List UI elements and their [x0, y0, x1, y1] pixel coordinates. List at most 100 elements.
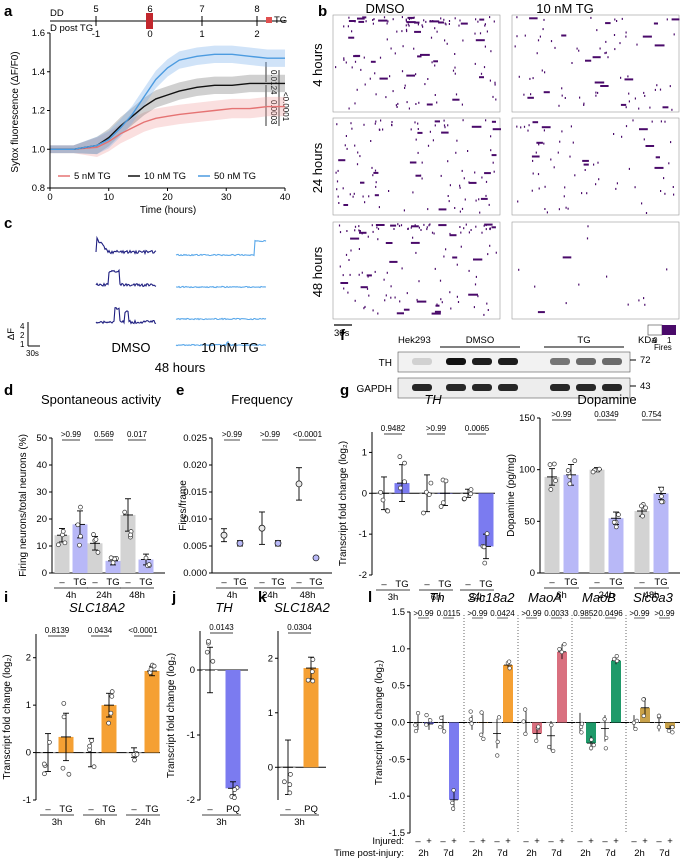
timeline-dd-tick-7: 7	[199, 4, 204, 15]
raster-spike	[364, 305, 366, 308]
trace-scale-y: ΔF	[6, 328, 17, 340]
raster-spike	[368, 294, 370, 297]
y-tick-label: 1.6	[32, 28, 45, 39]
raster-spike	[388, 190, 390, 192]
raster-spike	[605, 40, 607, 43]
raster-spike	[604, 52, 606, 55]
condition-label: TG	[271, 577, 284, 588]
panel-b-rasters: DMSO 10 nM TG 4 hours 24 hours 48 hours …	[310, 1, 680, 352]
replicate-point	[551, 748, 556, 754]
raster-spike	[400, 224, 403, 227]
bar	[589, 469, 605, 573]
replicate-point	[481, 544, 487, 550]
raster-spike	[402, 45, 404, 48]
raster-spike	[350, 237, 360, 240]
raster-spike	[543, 142, 545, 145]
replicate-point	[670, 730, 675, 735]
raster-spike	[386, 38, 388, 41]
raster-spike	[474, 32, 476, 35]
raster-spike	[358, 248, 360, 250]
raster-spike	[475, 39, 485, 42]
raster-spike	[468, 293, 478, 296]
panel-c-traces: DMSO 10 nM TG 48 hours ΔF 4 2 1 30s	[6, 235, 267, 375]
raster-spike	[459, 226, 461, 228]
replicate-point	[666, 728, 671, 733]
raster-spike	[463, 227, 465, 230]
y-tick-label: 30	[36, 487, 47, 498]
injured-label: +	[534, 836, 540, 847]
raster-spike	[489, 228, 491, 231]
raster-spike	[448, 23, 450, 25]
raster-spike	[408, 107, 410, 110]
raster-spike	[385, 294, 387, 297]
trace-time-label: 48 hours	[155, 360, 206, 375]
injured-label: +	[613, 836, 619, 847]
replicate-point	[397, 454, 403, 460]
raster-spike	[455, 93, 458, 96]
raster-spike	[527, 129, 529, 132]
raster-spike	[335, 171, 337, 174]
raster-spike	[673, 193, 675, 196]
legend-50nm: 50 nM TG	[214, 171, 256, 182]
replicate-point	[413, 723, 418, 728]
raster-spike	[484, 223, 493, 226]
raster-spike	[440, 17, 442, 20]
raster-spike	[492, 161, 494, 164]
raster-spike	[377, 312, 379, 315]
raster-spike	[448, 200, 450, 203]
raster-spike	[600, 85, 609, 87]
raster-spike	[366, 274, 372, 277]
gapdh-band	[550, 384, 570, 391]
bar	[225, 670, 241, 789]
raster-spike	[389, 260, 398, 263]
raster-spike	[378, 19, 388, 22]
raster-spike	[406, 21, 416, 24]
raster-spike	[541, 126, 551, 129]
panel-label-b: b	[318, 3, 327, 20]
th-band	[446, 358, 466, 365]
raster-spike	[343, 57, 345, 60]
raster-spike	[624, 78, 634, 81]
raster-spike	[357, 17, 365, 20]
raster-spike	[474, 171, 476, 174]
raster-spike	[441, 131, 449, 134]
replicate-point	[590, 469, 596, 475]
condition-label: –	[88, 804, 94, 815]
raster-spike	[572, 141, 574, 144]
tg-trace	[175, 239, 267, 257]
raster-spike	[619, 42, 621, 45]
raster-spike	[352, 195, 354, 198]
raster-spike	[475, 199, 477, 202]
y-tick-label: -0.5	[389, 754, 405, 765]
replicate-point	[567, 474, 573, 480]
pvalue-label: 0.0349	[594, 410, 619, 419]
replicate-point	[309, 669, 315, 674]
raster-spike	[628, 167, 630, 170]
raster-spike	[378, 206, 380, 209]
raster-spike	[405, 19, 407, 22]
raster-spike	[406, 101, 408, 104]
time-label: 2h	[418, 848, 429, 859]
raster-spike	[625, 35, 627, 38]
timeline-post-tick-1: 1	[199, 29, 204, 40]
raster-spike	[408, 24, 410, 27]
raster-spike	[370, 140, 372, 142]
raster-spike	[408, 18, 410, 21]
panel-a-ylabel: Sytox fluorescence (ΔF/F0)	[10, 51, 21, 172]
replicate-point	[523, 707, 528, 712]
raster-spike	[375, 185, 377, 188]
raster-spike	[336, 188, 338, 191]
raster-spike	[653, 22, 658, 25]
raster-spike	[411, 225, 419, 228]
raster-spike	[418, 101, 420, 104]
chart-title: TH	[424, 392, 442, 407]
x-tick-label: 20	[162, 192, 173, 203]
raster-spike	[537, 311, 545, 314]
raster-spike	[348, 16, 350, 19]
colorbar-tick-1: 1	[667, 336, 672, 345]
raster-spike	[592, 56, 601, 59]
replicate-point	[482, 560, 488, 566]
panel-l-chart: -1.5 -1.0 -0.5 0.0 0.5 1.0 1.5 Transcript fold …	[374, 590, 680, 859]
time-label: 7d	[659, 848, 670, 859]
y-tick-label: 2	[26, 653, 31, 664]
